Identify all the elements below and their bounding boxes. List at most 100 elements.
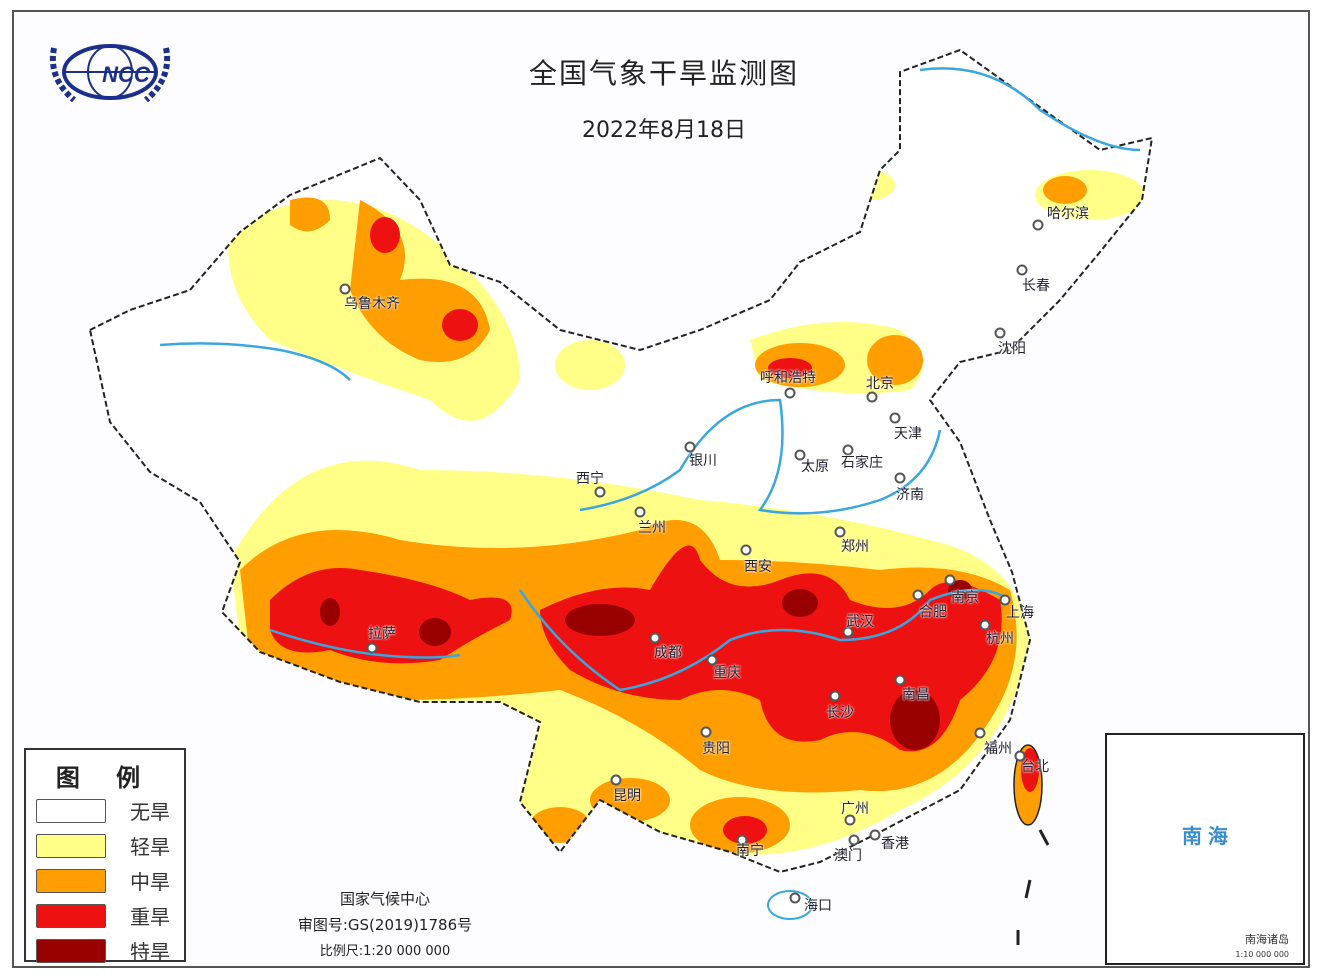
city-marker (1014, 750, 1026, 762)
extreme-drought-areas (320, 580, 972, 750)
city-marker (339, 283, 351, 295)
city-label: 昆明 (613, 788, 641, 804)
legend: 图 例 无旱轻旱中旱重旱特旱 (24, 748, 186, 964)
city-marker (834, 526, 846, 538)
city-marker (894, 472, 906, 484)
city-label: 郑州 (841, 539, 869, 555)
legend-item: 特旱 (26, 933, 184, 968)
legend-swatch (36, 938, 106, 963)
legend-label: 无旱 (130, 800, 170, 824)
city-label: 杭州 (986, 631, 1014, 647)
legend-item: 中旱 (26, 863, 184, 898)
city-label: 兰州 (638, 520, 666, 536)
inset-sea-label: 南海 (1182, 824, 1234, 848)
city-marker (979, 619, 991, 631)
city-marker (869, 829, 881, 841)
city-marker (736, 834, 748, 846)
city-marker (784, 387, 796, 399)
rivers (159, 67, 1141, 692)
city-label: 澳门 (834, 848, 862, 864)
legend-item: 轻旱 (26, 828, 184, 863)
legend-swatch (36, 798, 106, 823)
city-label: 南京 (951, 590, 979, 606)
city-marker (889, 412, 901, 424)
ncc-logo: NCC (44, 28, 176, 112)
city-marker (610, 774, 622, 786)
legend-item: 重旱 (26, 898, 184, 933)
map-title: 全国气象干旱监测图 (528, 57, 799, 90)
svg-text:NCC: NCC (102, 62, 151, 87)
city-marker (842, 626, 854, 638)
city-label: 合肥 (919, 604, 947, 620)
city-label: 福州 (984, 741, 1012, 757)
city-marker (999, 594, 1011, 606)
nine-dash-line (1016, 829, 1050, 945)
city-marker (794, 449, 806, 461)
taiwan (1013, 744, 1043, 826)
city-marker (366, 642, 378, 654)
yarlung-tsangpo-river (269, 628, 461, 659)
city-label: 银川 (689, 453, 717, 469)
city-label: 长春 (1022, 278, 1050, 294)
city-label: 成都 (654, 645, 682, 661)
agency-name: 国家气候中心 (339, 890, 430, 908)
legend-swatch (36, 868, 106, 893)
legend-label: 特旱 (130, 940, 170, 964)
heilong-river (919, 67, 1141, 152)
legend-swatch (36, 903, 106, 928)
inset-islands-label: 南海诸岛 (1245, 933, 1289, 946)
city-marker (848, 834, 860, 846)
city-marker (634, 506, 646, 518)
legend-title: 图 例 (55, 764, 155, 792)
city-label: 呼和浩特 (760, 370, 816, 386)
city-label: 南昌 (902, 687, 930, 703)
city-marker (866, 391, 878, 403)
city-label: 石家庄 (841, 455, 883, 471)
city-label: 乌鲁木齐 (344, 296, 400, 312)
city-label: 南宁 (736, 843, 764, 859)
city-marker (829, 690, 841, 702)
city-marker (842, 444, 854, 456)
city-marker (1032, 219, 1044, 231)
city-label: 长沙 (826, 705, 854, 721)
ncc-logo-emblem: NCC (50, 44, 170, 103)
legend-item: 无旱 (26, 793, 184, 828)
city-label: 哈尔滨 (1047, 206, 1089, 222)
city-label: 西宁 (576, 471, 604, 487)
city-label: 广州 (841, 801, 869, 817)
legend-label: 中旱 (130, 870, 170, 894)
city-marker (1016, 264, 1028, 276)
city-label: 贵阳 (702, 741, 730, 757)
city-marker (684, 441, 696, 453)
city-marker (844, 814, 856, 826)
city-marker (740, 544, 752, 556)
city-label: 天津 (894, 426, 922, 442)
city-marker (944, 574, 956, 586)
hainan (767, 890, 813, 920)
city-label: 太原 (801, 459, 829, 475)
city-label: 海口 (804, 898, 832, 914)
city-marker (994, 327, 1006, 339)
legend-swatch (36, 833, 106, 858)
city-marker (912, 589, 924, 601)
map-scale: 比例尺:1:20 000 000 (319, 944, 451, 959)
yangtze-river (518, 588, 1011, 692)
city-label: 拉萨 (368, 626, 396, 642)
legend-label: 重旱 (130, 905, 170, 929)
city-label: 西安 (744, 559, 772, 575)
inset-scale: 1:10 000 000 (1235, 950, 1289, 959)
map-approval-number: 审图号:GS(2019)1786号 (297, 916, 473, 934)
south-china-sea-inset: 南海 南海诸岛 1:10 000 000 (1105, 733, 1305, 965)
legend-label: 轻旱 (130, 835, 170, 859)
city-marker (594, 486, 606, 498)
city-label: 沈阳 (998, 341, 1026, 357)
map-date: 2022年8月18日 (582, 118, 746, 143)
city-marker (700, 726, 712, 738)
yellow-river (579, 398, 942, 515)
city-label: 武汉 (846, 614, 874, 630)
city-label: 北京 (866, 376, 894, 392)
city-marker (894, 674, 906, 686)
city-marker (974, 727, 986, 739)
city-label: 济南 (896, 487, 924, 503)
